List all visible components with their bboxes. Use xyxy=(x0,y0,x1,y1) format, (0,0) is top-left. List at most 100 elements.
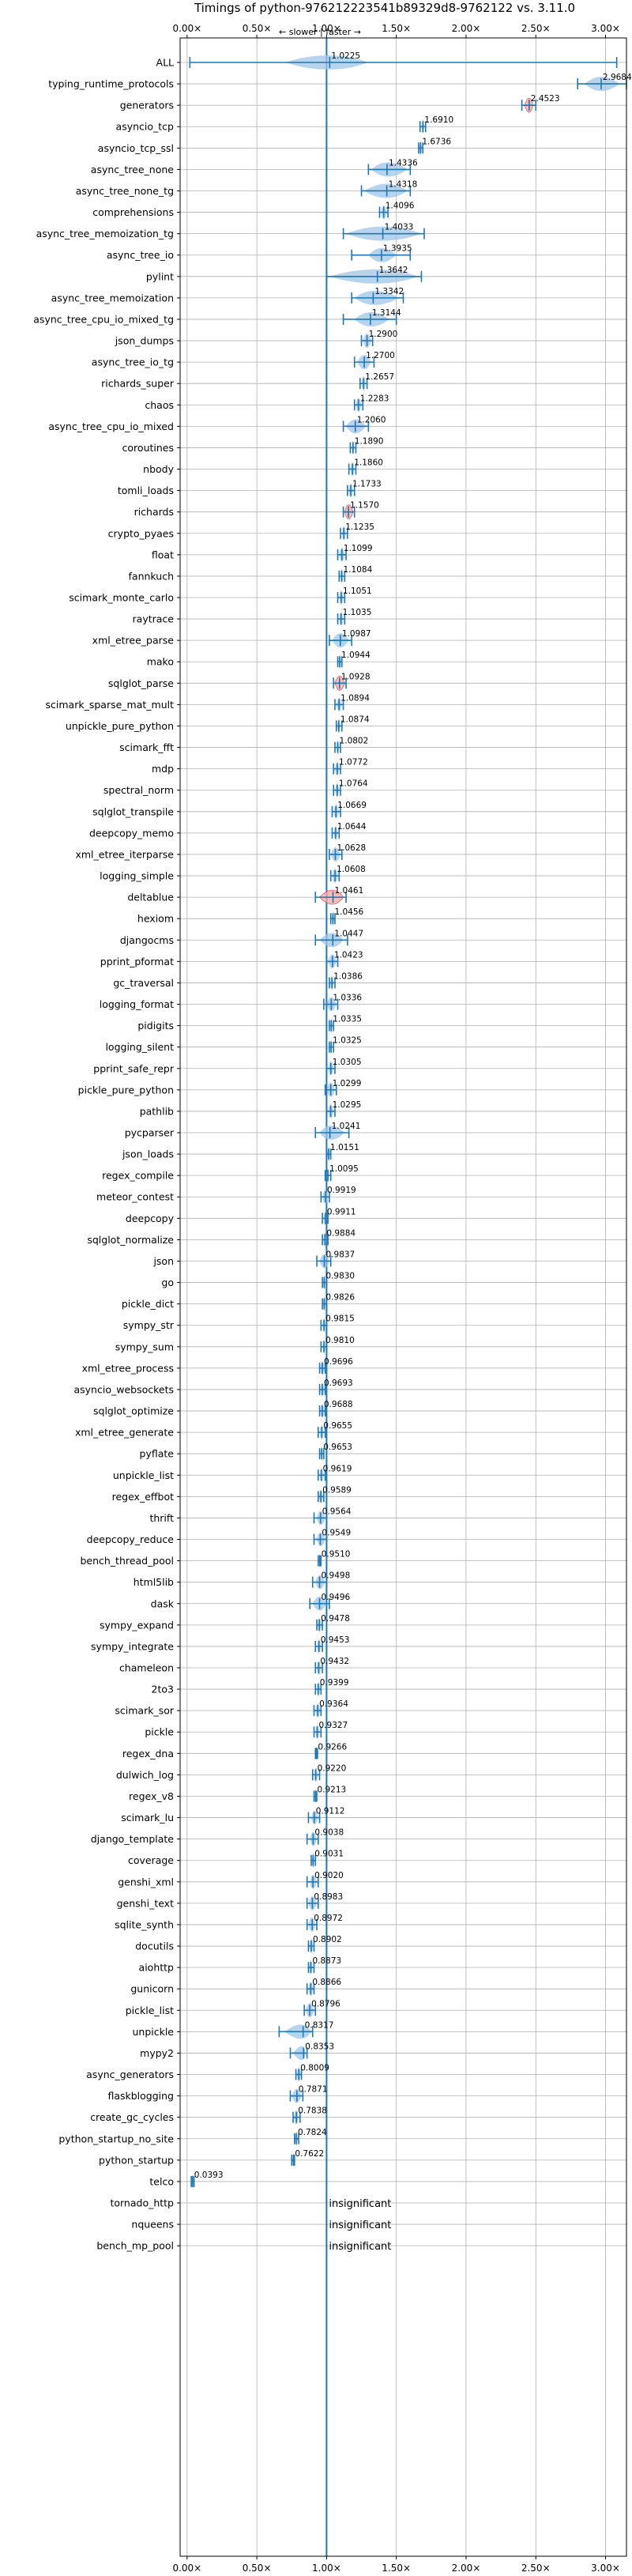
value-label: 0.9020 xyxy=(314,1871,344,1880)
benchmark-label: sqlglot_normalize xyxy=(87,1234,174,1246)
benchmark-label: scimark_sparse_mat_mult xyxy=(46,699,175,711)
value-label: 1.0325 xyxy=(333,1036,362,1046)
value-label: 1.0461 xyxy=(335,886,364,896)
x-tick-label-top: 1.00× xyxy=(312,23,341,34)
benchmark-label: scimark_fft xyxy=(119,741,174,753)
benchmark-label: deltablue xyxy=(127,892,174,903)
benchmark-label: genshi_xml xyxy=(118,1876,174,1888)
value-label: 1.0456 xyxy=(334,907,363,917)
value-label: 0.8796 xyxy=(311,1999,340,2008)
benchmark-label: sqlite_synth xyxy=(115,1918,174,1930)
benchmark-label: pickle_dict xyxy=(122,1298,174,1310)
benchmark-label: go xyxy=(161,1277,174,1288)
value-label: 0.9826 xyxy=(325,1293,355,1303)
benchmark-label: async_tree_cpu_io_mixed_tg xyxy=(33,313,174,325)
value-label: 2.9684 xyxy=(603,73,632,82)
benchmark-label: docutils xyxy=(135,1940,174,1952)
value-label: 1.0764 xyxy=(339,779,368,789)
benchmark-label: coroutines xyxy=(122,442,174,454)
benchmark-label: pylint xyxy=(146,270,174,282)
benchmark-label: regex_effbot xyxy=(112,1491,174,1503)
value-label: 1.0874 xyxy=(340,715,370,724)
benchmark-label: json_loads xyxy=(122,1148,174,1160)
benchmark-label: asyncio_tcp xyxy=(116,121,175,133)
value-label: 1.1860 xyxy=(354,458,383,468)
value-label: 1.4096 xyxy=(386,202,415,211)
benchmark-label: sqlglot_transpile xyxy=(92,805,174,817)
x-tick-label-top: 2.00× xyxy=(452,23,481,34)
benchmark-label: async_tree_none_tg xyxy=(76,185,174,197)
value-label: 0.7622 xyxy=(295,2149,324,2159)
benchmark-label: json xyxy=(152,1255,174,1267)
benchmark-label: richards_super xyxy=(101,378,175,390)
value-label: 0.8317 xyxy=(305,2020,334,2030)
benchmark-label: async_tree_cpu_io_mixed xyxy=(48,421,174,432)
value-label: 1.1890 xyxy=(355,436,384,446)
benchmark-label: chameleon xyxy=(119,1662,174,1674)
value-label: 0.9266 xyxy=(318,1742,347,1752)
benchmark-label: genshi_text xyxy=(117,1897,174,1909)
benchmark-label: async_tree_io xyxy=(107,249,174,261)
value-label: 1.0151 xyxy=(330,1143,359,1152)
benchmark-label: sympy_expand xyxy=(100,1619,174,1631)
benchmark-label: richards xyxy=(134,506,174,518)
tick-layer: 0.00× 0.00× 0.50× 0.50× 1.00× 1.00× 1.50× 1.50×… xyxy=(172,23,619,2574)
chart-title: Timings of python-976212223541b89329d8-9… xyxy=(194,1,575,15)
benchmark-label: pprint_safe_repr xyxy=(93,1062,175,1074)
value-label: 1.4318 xyxy=(389,179,418,189)
benchmark-label: typing_runtime_protocols xyxy=(48,78,174,90)
value-label: 1.0241 xyxy=(332,1122,361,1131)
value-label: 0.9478 xyxy=(321,1614,350,1624)
value-label: 0.7824 xyxy=(298,2128,327,2137)
x-tick-label-bottom: 2.00× xyxy=(452,2563,481,2574)
value-label: 1.4033 xyxy=(385,223,414,232)
benchmark-label: comprehensions xyxy=(92,206,174,218)
value-label: 0.9364 xyxy=(319,1699,348,1709)
x-tick-label-bottom: 1.50× xyxy=(382,2563,411,2574)
benchmark-label: sqlglot_parse xyxy=(108,677,174,689)
value-label: 0.9399 xyxy=(320,1678,349,1688)
benchmark-label: ALL xyxy=(156,57,175,69)
value-label: 1.0423 xyxy=(334,950,363,960)
value-label: 1.2283 xyxy=(360,394,389,403)
benchmark-label: scimark_lu xyxy=(121,1812,174,1824)
benchmark-label: xml_etree_generate xyxy=(75,1427,174,1439)
value-label: 1.0644 xyxy=(337,822,367,832)
value-label: 0.9619 xyxy=(323,1464,352,1473)
value-label: 1.1084 xyxy=(344,565,373,575)
value-label: 1.0295 xyxy=(333,1100,362,1110)
benchmark-label: sympy_integrate xyxy=(91,1640,174,1652)
value-label: 0.9038 xyxy=(314,1828,344,1838)
benchmark-label: django_template xyxy=(91,1833,175,1845)
value-label: 1.1035 xyxy=(343,608,372,617)
benchmark-label: meteor_contest xyxy=(96,1191,174,1203)
benchmark-label: gc_traversal xyxy=(113,977,174,989)
benchmark-label: json_dumps xyxy=(115,335,174,347)
value-label: 0.9549 xyxy=(322,1529,351,1538)
benchmark-label: asyncio_tcp_ssl xyxy=(98,142,174,154)
value-label: 0.9432 xyxy=(320,1657,349,1666)
benchmark-label: pyflate xyxy=(140,1448,175,1460)
value-label: 0.9688 xyxy=(324,1400,353,1409)
value-label: 1.0987 xyxy=(342,629,371,639)
benchmark-label: mdp xyxy=(152,763,174,775)
benchmark-label: logging_format xyxy=(100,998,174,1010)
value-label: 1.0928 xyxy=(341,672,371,681)
benchmark-label: gunicorn xyxy=(130,1983,174,1995)
value-label: 0.9589 xyxy=(322,1485,352,1495)
value-label: 1.1570 xyxy=(350,501,379,511)
benchmark-label: xml_etree_iterparse xyxy=(75,848,174,860)
value-label: 1.0669 xyxy=(337,801,367,810)
benchmark-label: hexiom xyxy=(137,913,174,925)
value-label: 0.9510 xyxy=(322,1550,351,1560)
benchmark-label: async_tree_memoization xyxy=(51,292,174,304)
x-tick-label-top: 0.00× xyxy=(172,23,201,34)
value-label: 0.9919 xyxy=(327,1186,356,1195)
benchmark-label: mako xyxy=(147,656,174,668)
insignificant-label: insignificant xyxy=(329,2241,391,2253)
value-label: 1.0386 xyxy=(333,971,363,981)
value-label: 0.9564 xyxy=(322,1507,352,1516)
value-label: 0.9693 xyxy=(324,1379,353,1388)
benchmark-label: logging_simple xyxy=(100,870,174,882)
value-label: 0.9655 xyxy=(323,1421,352,1431)
